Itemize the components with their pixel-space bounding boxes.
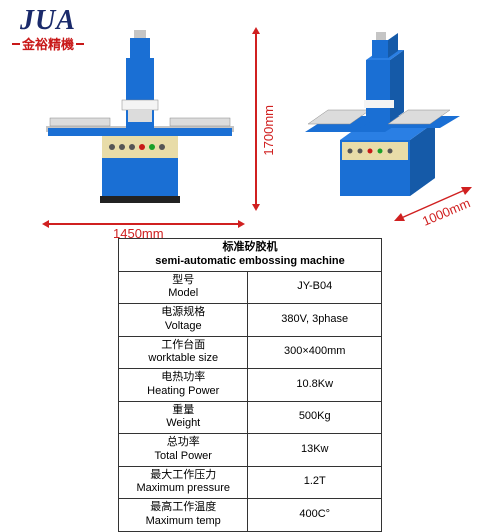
- dim-width-arrow-left: [42, 220, 49, 228]
- spec-table: 标准矽胶机 semi-automatic embossing machine 型…: [118, 238, 382, 532]
- dim-width-line: [46, 223, 240, 225]
- dim-height-arrow-top: [252, 27, 260, 34]
- dim-height-arrow-bot: [252, 204, 260, 211]
- dim-width-arrow-right: [238, 220, 245, 228]
- spec-title: 标准矽胶机 semi-automatic embossing machine: [119, 239, 382, 272]
- dim-height-line: [255, 32, 257, 206]
- table-row: 最高工作温度Maximum temp 400C°: [119, 499, 382, 532]
- dim-height-label: 1700mm: [261, 105, 276, 156]
- table-row: 重量Weight 500Kg: [119, 401, 382, 434]
- table-row: 电源规格Voltage 380V, 3phase: [119, 304, 382, 337]
- table-row: 型号Model JY-B04: [119, 271, 382, 304]
- table-row: 电热功率Heating Power 10.8Kw: [119, 369, 382, 402]
- machine-front-view: [40, 28, 240, 213]
- diagram-area: 1450mm 1700mm 1000mm: [0, 10, 500, 235]
- table-row: 工作台面worktable size 300×400mm: [119, 336, 382, 369]
- table-row: 总功率Total Power 13Kw: [119, 434, 382, 467]
- table-row: 最大工作压力Maximum pressure 1.2T: [119, 466, 382, 499]
